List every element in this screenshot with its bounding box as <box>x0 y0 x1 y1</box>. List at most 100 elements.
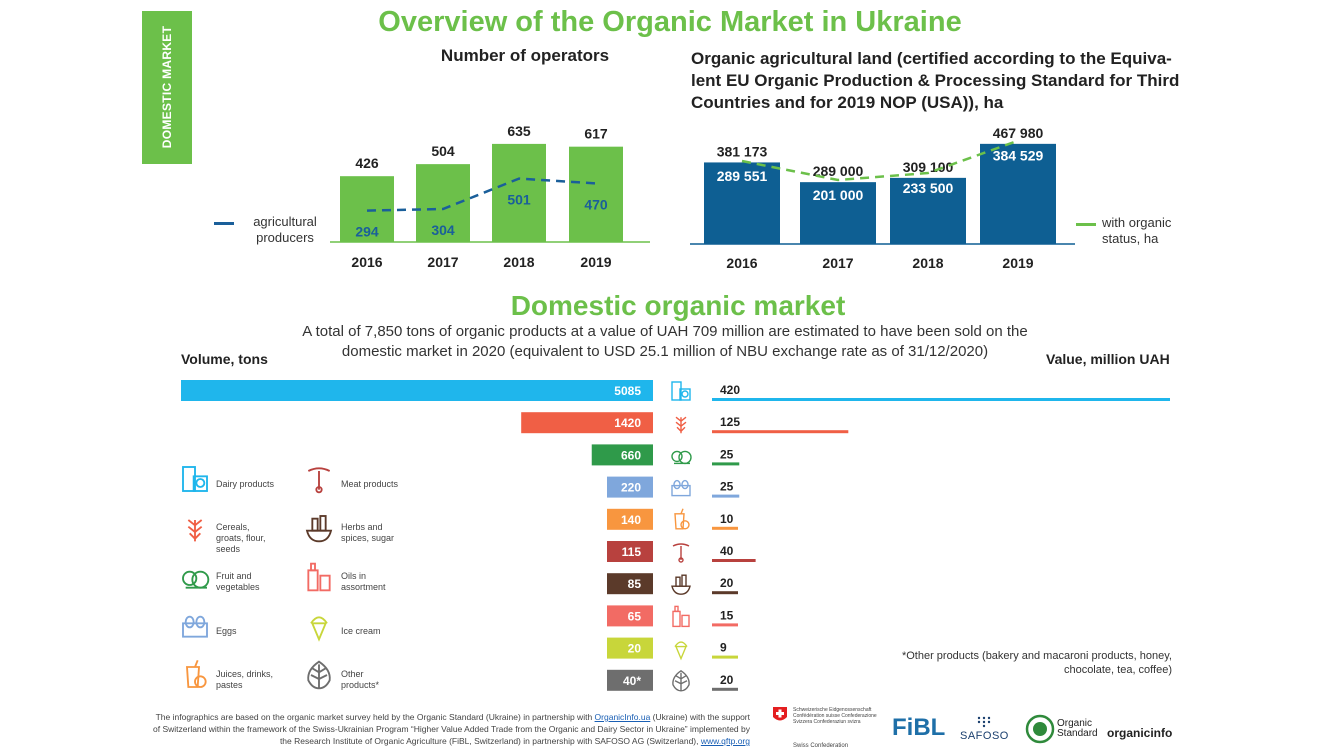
value-bar <box>712 398 1170 401</box>
fruit-vegetables-icon-graphic <box>182 570 210 589</box>
category-label: Fruit and vegetables <box>216 571 260 592</box>
land-bar <box>704 162 780 244</box>
value-value-label: 25 <box>720 480 734 494</box>
market-subtitle: A total of 7,850 tons of organic product… <box>302 323 1028 360</box>
value-value-label: 20 <box>720 673 734 687</box>
value-bar <box>712 494 740 498</box>
category-label: Juices, drinks, pastes <box>216 669 274 690</box>
safoso-logo: SAFOSO <box>960 730 1009 742</box>
x-tick-label: 2016 <box>351 254 382 270</box>
line-value-label: 201 000 <box>813 187 864 203</box>
volume-bar <box>607 541 653 562</box>
dairy-icon <box>180 463 210 495</box>
bar-value-label: 309 100 <box>903 159 954 175</box>
category-label: Oils in assortment <box>341 571 386 592</box>
other-icon-shape <box>307 660 331 690</box>
land-bar <box>890 177 966 244</box>
ice-cream-icon <box>674 641 688 661</box>
land-chart-title: Organic agricultural land (certified acc… <box>691 49 1180 112</box>
safoso-mark-icon <box>977 716 991 728</box>
organicinfo-link[interactable]: OrganicInfo.ua <box>594 712 651 722</box>
ice-cream-icon <box>304 610 334 642</box>
meat-icon <box>304 463 334 495</box>
ice-cream-icon-graphic <box>310 616 328 642</box>
category-label: Cereals, groats, flour, seeds <box>216 522 266 554</box>
fruit-vegetables-icon-shape <box>182 570 210 589</box>
other-icon <box>672 669 690 692</box>
qftp-link[interactable]: www.qftp.org <box>700 736 750 746</box>
juices-icon <box>180 659 210 691</box>
meat-icon-graphic <box>307 467 331 494</box>
category-label: Eggs <box>216 626 237 636</box>
line-value-label: 470 <box>584 196 608 212</box>
volume-axis-label: Volume, tons <box>181 351 268 367</box>
bar-value-label: 289 000 <box>813 163 864 179</box>
value-bar <box>712 430 849 434</box>
eggs-icon-graphic <box>182 615 208 638</box>
value-value-label: 40 <box>720 544 734 558</box>
value-value-label: 125 <box>720 415 740 429</box>
oils-icon <box>672 605 690 628</box>
volume-bar <box>607 669 653 691</box>
value-bar <box>712 559 756 562</box>
swiss-flag-icon <box>773 707 787 721</box>
x-tick-label: 2018 <box>503 254 534 270</box>
oils-icon-shape <box>307 562 331 592</box>
cereals-icon <box>675 416 687 434</box>
line-value-label: 304 <box>431 222 455 238</box>
volume-bar <box>607 573 653 595</box>
x-tick-label: 2019 <box>580 254 611 270</box>
herbs-icon-graphic <box>305 515 333 543</box>
value-axis-label: Value, million UAH <box>1046 351 1170 367</box>
herbs-icon-shape <box>305 515 333 543</box>
fibl-logo: FiBL <box>892 714 946 741</box>
meat-icon <box>672 543 690 563</box>
other-icon-graphic <box>307 660 331 690</box>
bar-value-label: 504 <box>431 143 455 159</box>
volume-value-label: 115 <box>622 545 642 559</box>
value-bar <box>712 687 738 691</box>
value-value-label: 420 <box>720 383 740 397</box>
dairy-icon-shape <box>182 466 208 492</box>
category-label: Other products* <box>341 669 380 690</box>
fruit-vegetables-icon <box>180 561 210 593</box>
footnote: *Other products (bakery and macaroni pro… <box>901 650 1172 676</box>
oils-icon-graphic <box>307 562 331 592</box>
juices-icon <box>674 508 690 530</box>
legend-label: with organic status, ha <box>1102 215 1172 246</box>
swiss-logo-text: Schweizerische Eidgenossenschaft Confédé… <box>793 707 877 726</box>
value-bar <box>712 591 738 595</box>
bar-value-label: 381 173 <box>717 143 768 159</box>
legend-line-marker <box>214 222 234 225</box>
volume-value-label: 20 <box>628 642 642 656</box>
ice-cream-icon-shape <box>310 616 328 642</box>
legend-line-marker <box>1076 223 1096 226</box>
value-bar <box>712 462 740 466</box>
value-bar <box>712 655 738 659</box>
organic-status-line <box>741 139 1019 182</box>
volume-bar <box>607 637 653 659</box>
cereals-icon <box>180 512 210 544</box>
juices-icon-graphic <box>186 659 207 688</box>
land-bar <box>800 182 876 244</box>
value-value-label: 20 <box>720 576 734 590</box>
x-tick-label: 2016 <box>726 255 757 271</box>
line-value-label: 384 529 <box>993 148 1044 164</box>
x-tick-label: 2019 <box>1002 255 1033 271</box>
line-value-label: 233 500 <box>903 180 954 196</box>
dairy-icon <box>671 381 691 401</box>
main-title: Overview of the Organic Market in Ukrain… <box>378 6 962 38</box>
bar-value-label: 426 <box>355 155 379 171</box>
herbs-icon <box>671 574 691 595</box>
volume-bar <box>521 412 653 434</box>
volume-value-label: 85 <box>628 577 642 591</box>
x-tick-label: 2017 <box>822 255 853 271</box>
oils-icon <box>304 561 334 593</box>
volume-value-label: 5085 <box>614 384 641 398</box>
volume-value-label: 40* <box>623 674 641 688</box>
market-title: Domestic organic market <box>510 290 846 321</box>
operator-bar <box>569 146 623 242</box>
value-value-label: 25 <box>720 447 734 461</box>
bar-value-label: 617 <box>584 126 608 142</box>
organic-standard-logo-icon <box>1025 714 1055 744</box>
